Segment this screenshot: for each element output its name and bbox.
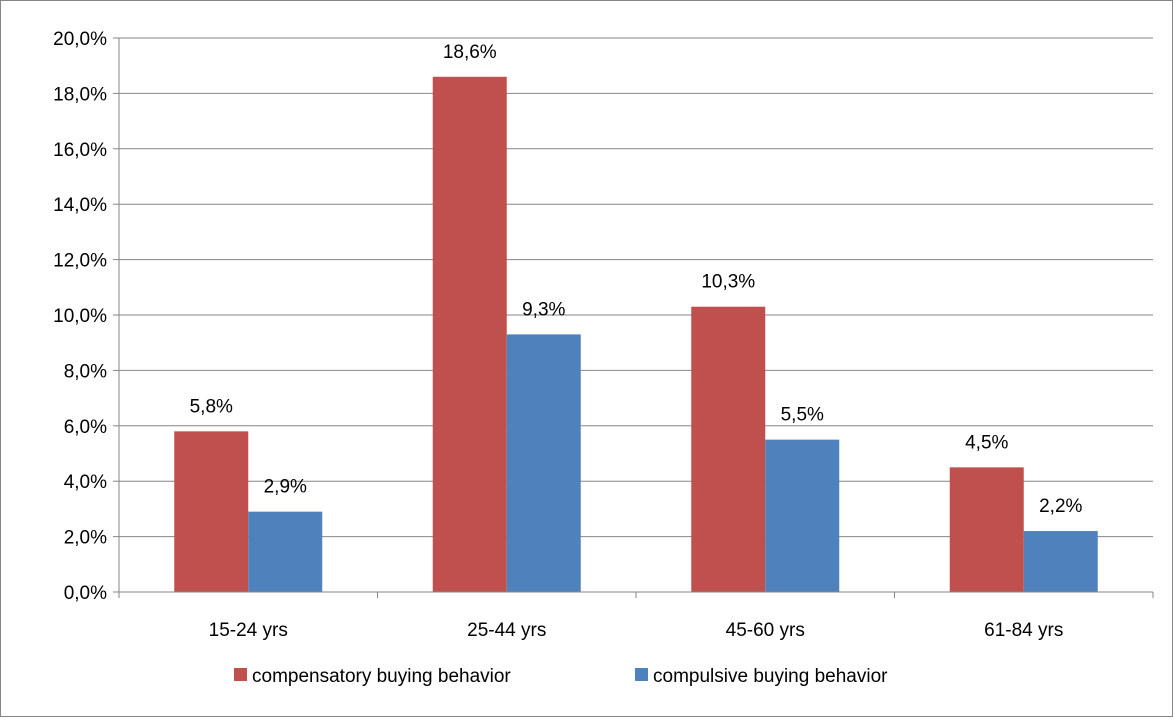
bar [949,467,1024,592]
y-tick-label: 18,0% [53,84,107,105]
legend-swatch [635,668,648,681]
bar [506,334,581,592]
axes [113,37,1154,598]
data-label: 9,3% [522,299,565,320]
y-tick-label: 20,0% [53,29,107,50]
x-category-label: 45-60 yrs [726,620,805,641]
y-tick-label: 2,0% [64,528,107,549]
data-label: 5,8% [190,396,233,417]
data-label: 2,9% [264,477,307,498]
data-label: 4,5% [965,432,1008,453]
legend: compensatory buying behavior compulsive b… [234,666,888,687]
x-category-label: 15-24 yrs [209,620,288,641]
y-tick-label: 0,0% [64,583,107,604]
data-label: 10,3% [701,272,755,293]
y-tick-label: 8,0% [64,361,107,382]
bar [765,439,840,592]
data-label: 5,5% [781,405,824,426]
y-tick-label: 14,0% [53,195,107,216]
y-tick-label: 10,0% [53,306,107,327]
legend-label: compulsive buying behavior [653,666,888,687]
legend-label: compensatory buying behavior [252,666,511,687]
bar [691,306,766,592]
y-tick-label: 16,0% [53,140,107,161]
x-category-label: 61-84 yrs [984,620,1063,641]
labels: 0,0% 2,0% 4,0% 6,0% 8,0% 10,0% 12,0% 14,0% 16,0%… [53,29,1082,641]
bar [174,431,249,592]
bars [174,76,1098,592]
gridlines [119,37,1153,538]
y-tick-label: 6,0% [64,417,107,438]
legend-swatch [234,668,247,681]
bar [432,76,507,592]
data-label: 2,2% [1039,496,1082,517]
bar [1023,531,1098,592]
x-category-label: 25-44 yrs [467,620,546,641]
y-tick-label: 12,0% [53,251,107,272]
bar [248,511,323,592]
y-tick-label: 4,0% [64,472,107,493]
data-label: 18,6% [443,42,497,63]
